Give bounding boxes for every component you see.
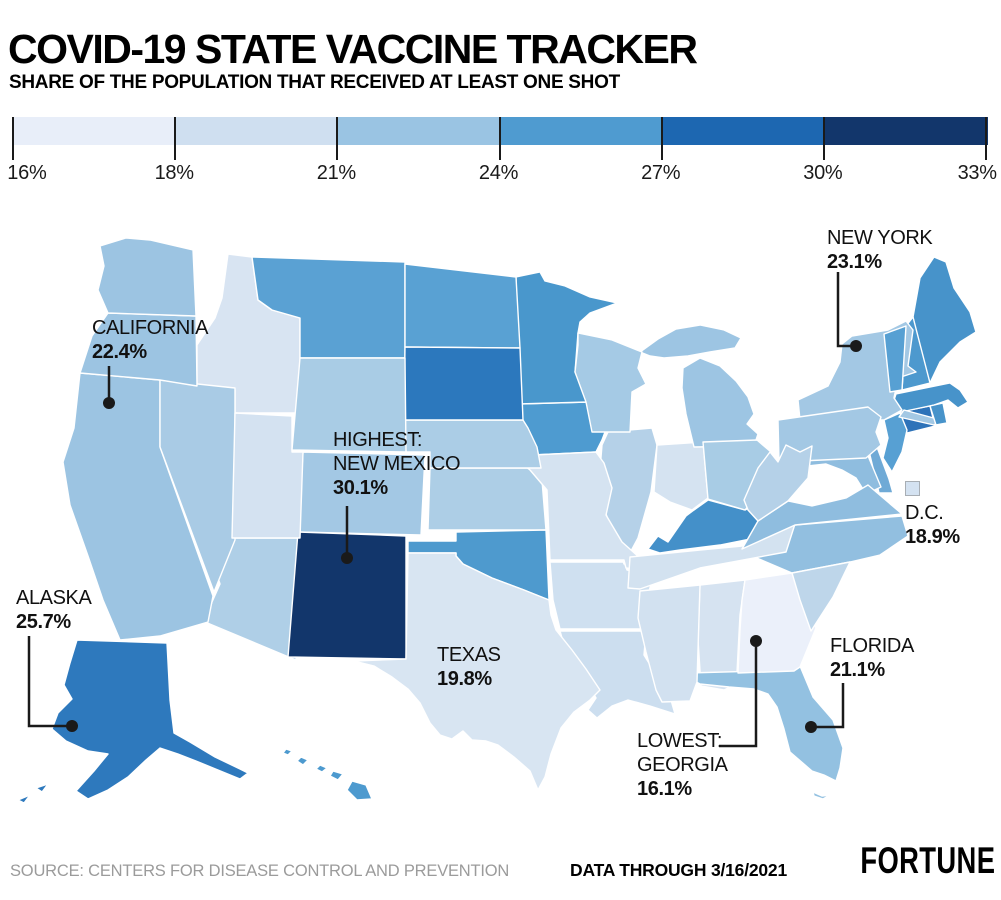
data-through-note: DATA THROUGH 3/16/2021	[570, 860, 787, 880]
callout-line-new-york	[836, 272, 852, 348]
callout-label: TEXAS	[437, 644, 501, 666]
state-wy: Wyoming	[291, 357, 407, 453]
callout-new-york: NEW YORK 23.1%	[827, 226, 933, 274]
legend-tick-label: 30%	[803, 162, 843, 184]
state-hi: Hawaii	[282, 748, 293, 756]
callout-value: 25.7%	[16, 611, 71, 633]
state-hi: Hawaii	[315, 764, 328, 773]
legend-tick	[822, 117, 825, 160]
legend-tick	[498, 117, 501, 160]
callout-value: 23.1%	[827, 251, 882, 273]
state-wi: Wisconsin	[574, 332, 647, 433]
state-sd: South Dakota	[403, 346, 524, 421]
legend-tick-label: 18%	[154, 162, 194, 184]
state-nv: Nevada	[159, 379, 236, 593]
state-vt: Vermont	[883, 325, 907, 393]
callout-value: 21.1%	[830, 659, 885, 681]
callout-label: GEORGIA	[637, 754, 728, 776]
legend-segment	[12, 117, 175, 145]
legend-tick-label: 33%	[957, 162, 997, 184]
state-sc: South Carolina	[791, 561, 851, 632]
legend-segment	[336, 117, 500, 145]
legend-segment	[498, 117, 662, 145]
state-ms: Mississippi	[637, 584, 701, 703]
state-ak: Alaska	[35, 783, 49, 793]
state-mi: Michigan	[639, 324, 742, 359]
fortune-logo: FORTUNE	[860, 840, 995, 881]
state-ne: Nebraska	[403, 419, 542, 469]
callout-dot-new-york	[850, 340, 862, 352]
callout-value: 30.1%	[333, 477, 388, 499]
callout-texas: TEXAS 19.8%	[437, 643, 501, 691]
callout-label: ALASKA	[16, 587, 92, 609]
state-in: Indiana	[653, 441, 709, 511]
legend-tick	[174, 117, 177, 160]
callout-dot-georgia	[750, 635, 762, 647]
callout-label: NEW MEXICO	[333, 453, 461, 475]
callout-label: HIGHEST:	[333, 429, 423, 451]
legend-tick	[12, 117, 14, 160]
state-ak: Alaska	[17, 794, 31, 804]
callout-new-mexico: HIGHEST: NEW MEXICO 30.1%	[333, 428, 461, 500]
legend-segment	[822, 117, 988, 145]
callout-dc: D.C. 18.9%	[905, 501, 960, 549]
state-hi: Hawaii	[346, 780, 373, 801]
legend-segment	[660, 117, 824, 145]
callout-dot-california	[103, 397, 115, 409]
callout-value: 16.1%	[637, 778, 692, 800]
state-tx: Texas	[353, 552, 601, 791]
callout-alaska: ALASKA 25.7%	[16, 586, 92, 634]
callout-line-florida	[816, 683, 845, 729]
callout-label: FLORIDA	[830, 635, 914, 657]
state-tn: Tennessee	[627, 523, 796, 590]
callout-dot-alaska	[66, 720, 78, 732]
callout-georgia: LOWEST: GEORGIA 16.1%	[637, 729, 728, 801]
legend-tick	[336, 117, 339, 160]
legend-tick-label: 27%	[641, 162, 681, 184]
state-ak: Alaska	[51, 639, 249, 800]
callout-label: D.C.	[905, 502, 944, 524]
callout-california: CALIFORNIA 22.4%	[92, 316, 208, 364]
state-nd: North Dakota	[404, 263, 521, 349]
legend-segment	[174, 117, 337, 145]
state-hi: Hawaii	[296, 756, 309, 766]
callout-value: 18.9%	[905, 526, 960, 548]
color-scale-legend: 16% 18% 21% 24% 27% 30% 33%	[0, 0, 1001, 190]
state-wv: West Virginia	[743, 444, 813, 522]
state-wa: Washington	[97, 237, 197, 317]
callout-dot-new-mexico	[341, 552, 353, 564]
legend-tick-label: 24%	[478, 162, 519, 184]
callout-line-georgia	[719, 644, 758, 748]
legend-tick-label: 16%	[7, 162, 47, 184]
source-note: SOURCE: CENTERS FOR DISEASE CONTROL AND …	[10, 862, 510, 880]
callout-line-alaska	[27, 636, 67, 728]
dc-swatch	[905, 481, 920, 496]
state-fl: Florida	[812, 791, 831, 800]
callout-value: 22.4%	[92, 341, 147, 363]
callout-label: LOWEST:	[637, 730, 722, 752]
state-ri: Rhode Island	[929, 402, 948, 426]
callout-value: 19.8%	[437, 668, 492, 690]
page-subtitle: SHARE OF THE POPULATION THAT RECEIVED AT…	[9, 72, 620, 93]
state-ut: Utah	[231, 412, 304, 539]
callout-florida: FLORIDA 21.1%	[830, 634, 914, 682]
callout-dot-florida	[805, 721, 817, 733]
state-fl: Florida	[687, 665, 844, 782]
state-md: Maryland	[805, 450, 882, 495]
callout-label: NEW YORK	[827, 227, 933, 249]
callout-label: CALIFORNIA	[92, 317, 209, 339]
state-nj: New Jersey	[882, 412, 908, 473]
legend-tick-label: 21%	[316, 162, 356, 184]
state-hi: Hawaii	[329, 770, 344, 781]
page-title: COVID-19 STATE VACCINE TRACKER	[8, 26, 698, 72]
legend-tick	[985, 117, 987, 160]
legend-tick	[660, 117, 663, 160]
state-mi: Michigan	[681, 357, 759, 448]
